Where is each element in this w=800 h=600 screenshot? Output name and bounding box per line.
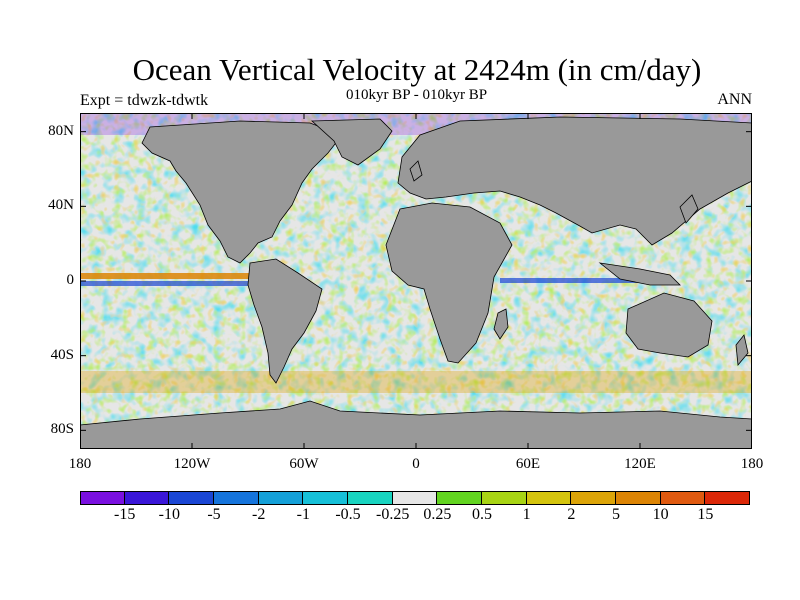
colorbar-swatch xyxy=(348,491,393,505)
equatorial-band-indian xyxy=(500,278,660,283)
colorbar-swatch xyxy=(124,491,170,505)
season-label: ANN xyxy=(717,91,752,108)
colorbar-label: 1 xyxy=(522,506,531,523)
australia xyxy=(625,292,713,358)
equatorial-band-pacific xyxy=(80,273,280,279)
colorbar-swatch xyxy=(258,491,304,505)
south-america xyxy=(247,258,323,384)
madagascar xyxy=(493,308,509,340)
colorbar-label: 15 xyxy=(697,506,714,523)
colorbar-swatch xyxy=(526,491,572,505)
tick-marks xyxy=(80,113,752,449)
colorbar-label: 0.5 xyxy=(472,506,492,523)
lon-tick-label: 180 xyxy=(740,456,764,472)
lon-tick-label: 0 xyxy=(412,456,420,472)
lon-tick-label: 120W xyxy=(173,456,211,472)
colorbar-label: -2 xyxy=(251,506,266,523)
colorbar-swatch xyxy=(392,491,438,505)
colorbar-swatch xyxy=(571,491,616,505)
colorbar-swatch xyxy=(80,491,125,505)
world-map xyxy=(80,113,752,449)
colorbar-swatch xyxy=(303,491,348,505)
eurasia xyxy=(397,116,752,246)
colorbar xyxy=(80,491,750,505)
lon-tick-label: 60W xyxy=(289,456,319,472)
colorbar-label: 5 xyxy=(612,506,620,523)
lat-tick-label: 40N xyxy=(48,197,74,214)
lon-tick-label: 120E xyxy=(624,456,656,472)
africa xyxy=(385,202,513,364)
lat-tick-label: 80N xyxy=(48,122,74,139)
greenland xyxy=(310,118,393,166)
experiment-label: Expt = tdwzk-tdwtk xyxy=(80,92,209,109)
lon-tick-label: 60E xyxy=(515,456,541,472)
equatorial-band-pacific-2 xyxy=(80,281,270,286)
colorbar-swatch xyxy=(169,491,214,505)
land-masses xyxy=(80,116,752,449)
colorbar-label: -1 xyxy=(296,506,310,523)
indonesia xyxy=(598,262,681,286)
colorbar-swatch xyxy=(482,491,527,505)
colorbar-label: 10 xyxy=(652,506,669,523)
colorbar-label: -15 xyxy=(113,506,136,523)
plot-title: Ocean Vertical Velocity at 2424m (in cm/… xyxy=(132,52,702,87)
lat-tick-label: 0 xyxy=(66,272,75,288)
lat-tick-label: 40S xyxy=(50,346,74,363)
north-america xyxy=(141,120,343,264)
colorbar-label: 0.25 xyxy=(423,506,452,523)
colorbar-swatch xyxy=(705,491,750,505)
southern-ocean-band xyxy=(80,371,752,393)
colorbar-swatch xyxy=(214,491,259,505)
antarctica xyxy=(80,400,752,449)
period-label: 010kyr BP - 010kyr BP xyxy=(345,87,488,103)
lat-tick-label: 80S xyxy=(50,421,74,438)
colorbar-label: -5 xyxy=(207,506,221,523)
colorbar-swatch xyxy=(660,491,706,505)
colorbar-label: -10 xyxy=(158,506,180,523)
colorbar-label: -0.25 xyxy=(375,506,410,523)
colorbar-label: -0.5 xyxy=(335,506,361,523)
lon-tick-label: 180 xyxy=(68,456,92,472)
colorbar-swatch xyxy=(437,491,482,505)
japan xyxy=(679,194,699,224)
colorbar-swatch xyxy=(616,491,661,505)
colorbar-label: 2 xyxy=(567,506,576,523)
new-zealand xyxy=(735,334,749,366)
british-isles xyxy=(409,160,423,182)
